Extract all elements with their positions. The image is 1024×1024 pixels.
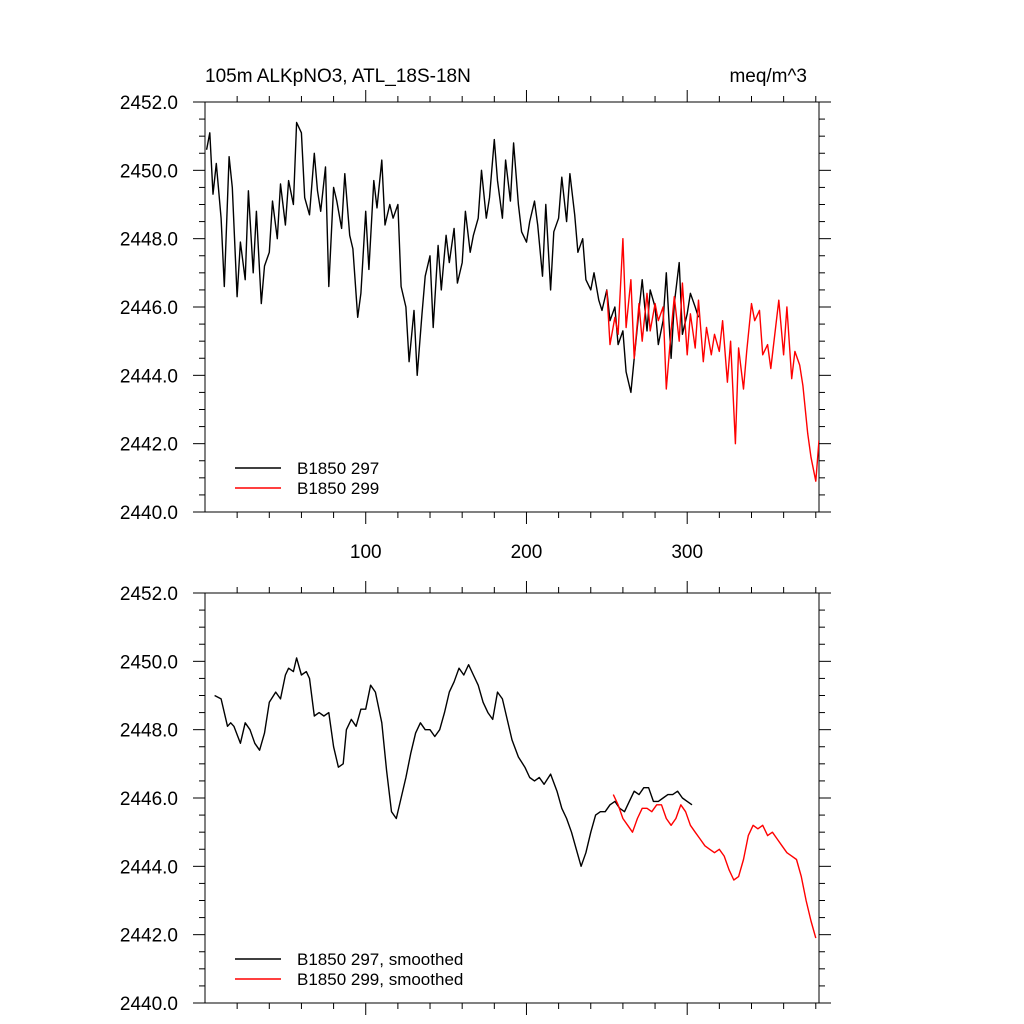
y-tick-label: 2444.0 bbox=[120, 366, 178, 387]
series-line-1 bbox=[606, 237, 819, 482]
y-tick-label: 2446.0 bbox=[120, 298, 178, 319]
y-tick-label: 2442.0 bbox=[120, 435, 178, 456]
y-tick-label: 2446.0 bbox=[120, 789, 178, 810]
x-tick-label: 200 bbox=[511, 542, 543, 563]
bottom-panel: 2440.0 2442.0 2444.0 2446.0 2448.0 2450.0 2452… bbox=[120, 581, 831, 1015]
plot-frame bbox=[204, 592, 820, 1004]
chart-title: 105m ALKpNO3, ATL_18S-18N bbox=[205, 66, 471, 87]
y-tick-label: 2452.0 bbox=[120, 584, 178, 605]
series-line-0 bbox=[214, 657, 693, 867]
y-tick-label: 2448.0 bbox=[120, 230, 178, 251]
y-tick-label: 2452.0 bbox=[120, 93, 178, 114]
y-tick-label: 2440.0 bbox=[120, 503, 178, 524]
legend-label-0: B1850 297, smoothed bbox=[297, 950, 463, 969]
y-tick-label: 2444.0 bbox=[120, 857, 178, 878]
y-tick-label: 2450.0 bbox=[120, 652, 178, 673]
legend-label-0: B1850 297 bbox=[297, 459, 379, 478]
x-tick-label: 100 bbox=[350, 542, 382, 563]
legend-label-1: B1850 299, smoothed bbox=[297, 970, 463, 989]
top-panel: 2440.0 2442.0 2444.0 2446.0 2448.0 2450.0 2452… bbox=[120, 66, 831, 563]
series-line-0 bbox=[205, 121, 700, 394]
x-tick-label: 300 bbox=[671, 542, 703, 563]
series-line-1 bbox=[612, 794, 817, 939]
units-label: meq/m^3 bbox=[729, 66, 807, 87]
y-tick-label: 2450.0 bbox=[120, 161, 178, 182]
y-tick-label: 2442.0 bbox=[120, 926, 178, 947]
legend-label-1: B1850 299 bbox=[297, 479, 379, 498]
y-tick-label: 2440.0 bbox=[120, 994, 178, 1015]
y-tick-label: 2448.0 bbox=[120, 721, 178, 742]
